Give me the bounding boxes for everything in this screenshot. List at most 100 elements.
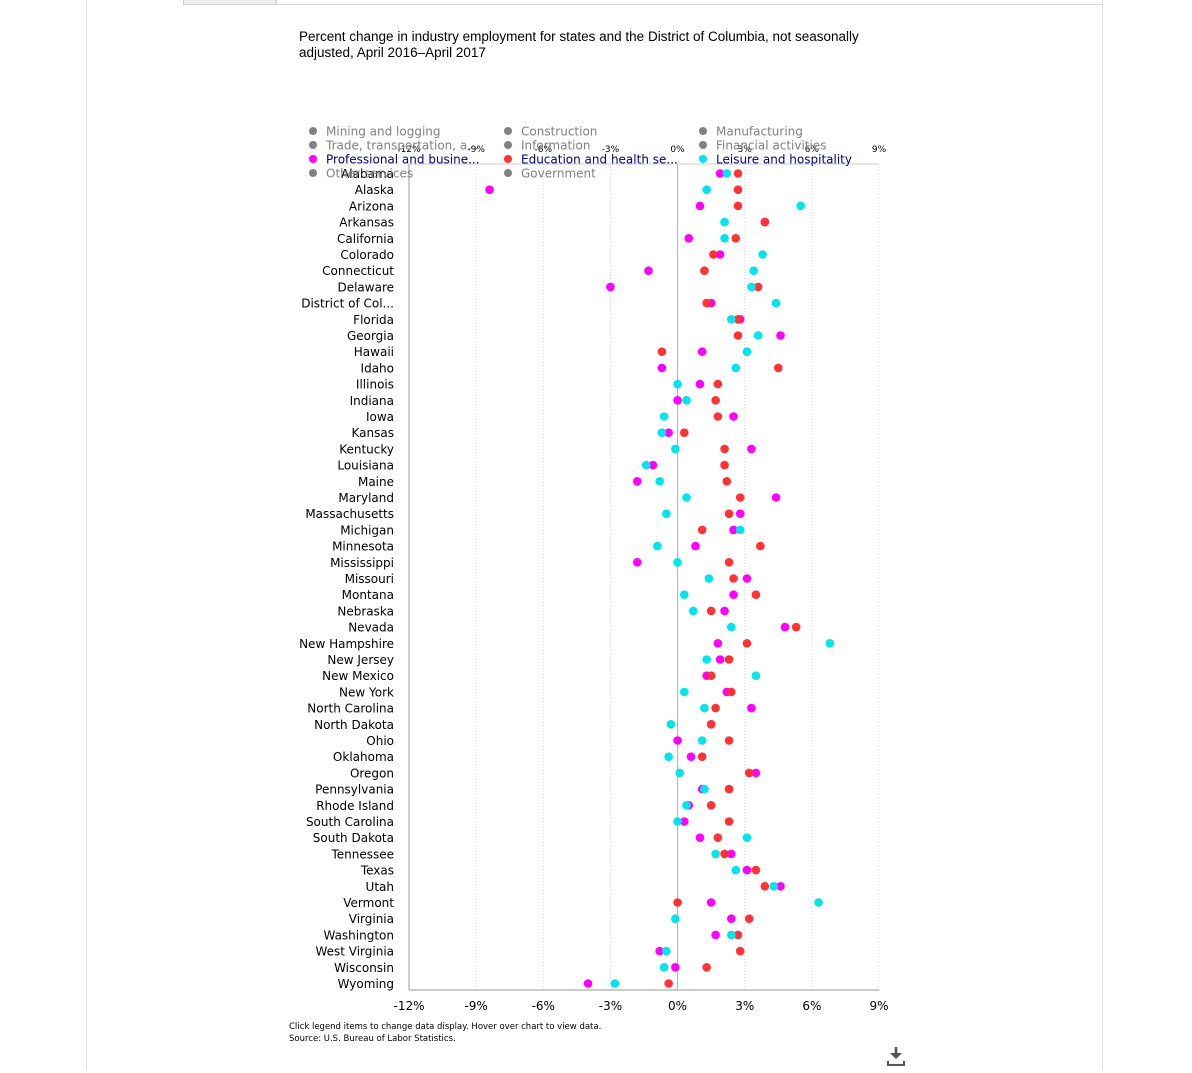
point-education-and-health-se-virginia[interactable]: Virginia: 3.2%: [744, 914, 754, 923]
point-education-and-health-se-massachusetts[interactable]: Massachusetts: 2.3%: [724, 509, 734, 518]
point-education-and-health-se-colorado[interactable]: Colorado: 1.6%: [709, 250, 718, 259]
point-leisure-and-hospitality-west-virginia[interactable]: West Virginia: -0.5%: [662, 946, 671, 956]
point-professional-and-busine-michigan[interactable]: Michigan: 2.5%: [729, 525, 738, 535]
point-education-and-health-se-oklahoma[interactable]: Oklahoma: 1.1%: [697, 752, 707, 761]
point-education-and-health-se-mississippi[interactable]: Mississippi: 2.3%: [724, 558, 734, 567]
legend-item-government[interactable]: Government: [504, 167, 596, 181]
point-education-and-health-se-louisiana[interactable]: Louisiana: 2.1%: [720, 460, 729, 470]
point-education-and-health-se-california[interactable]: California: 2.6%: [731, 234, 741, 243]
point-leisure-and-hospitality-ohio[interactable]: Ohio: 1.1%: [697, 736, 707, 745]
point-education-and-health-se-hawaii[interactable]: Hawaii: -0.7%: [657, 347, 667, 357]
point-leisure-and-hospitality-new-york[interactable]: New York: 0.3%: [679, 687, 689, 697]
point-professional-and-busine-virginia[interactable]: Virginia: 2.4%: [726, 914, 736, 923]
point-professional-and-busine-nevada[interactable]: Nevada: 4.8%: [780, 622, 790, 632]
point-professional-and-busine-oregon[interactable]: Oregon: 3.5%: [751, 768, 761, 778]
point-professional-and-busine-wyoming[interactable]: Wyoming: -4%: [583, 979, 593, 988]
point-education-and-health-se-minnesota[interactable]: Minnesota: 3.7%: [756, 541, 765, 551]
point-education-and-health-se-north-carolina[interactable]: North Carolina: 1.7%: [711, 703, 720, 713]
point-leisure-and-hospitality-alabama[interactable]: Alabama: 2.2%: [722, 169, 732, 178]
point-professional-and-busine-north-carolina[interactable]: North Carolina: 3.3%: [747, 703, 756, 713]
point-education-and-health-se-tennessee[interactable]: Tennessee: 2.1%: [720, 849, 729, 859]
point-professional-and-busine-montana[interactable]: Montana: 2.5%: [729, 590, 738, 599]
point-education-and-health-se-alabama[interactable]: Alabama: 2.7%: [733, 169, 743, 178]
point-education-and-health-se-new-hampshire[interactable]: New Hampshire: 3.1%: [742, 639, 752, 648]
point-leisure-and-hospitality-wyoming[interactable]: Wyoming: -2.8%: [610, 979, 620, 988]
point-professional-and-busine-nebraska[interactable]: Nebraska: 2.1%: [720, 606, 729, 616]
point-education-and-health-se-iowa[interactable]: Iowa: 1.8%: [713, 412, 723, 421]
point-education-and-health-se-florida[interactable]: Florida: 2.7%: [733, 315, 743, 324]
point-leisure-and-hospitality-pennsylvania[interactable]: Pennsylvania: 1.2%: [700, 784, 709, 794]
point-professional-and-busine-maryland[interactable]: Maryland: 4.4%: [771, 493, 781, 502]
point-leisure-and-hospitality-rhode-island[interactable]: Rhode Island: 0.4%: [682, 801, 691, 810]
point-leisure-and-hospitality-south-carolina[interactable]: South Carolina: 0%: [673, 817, 682, 826]
legend-item-education-and-health-se[interactable]: Education and health se...: [504, 153, 678, 167]
point-professional-and-busine-texas[interactable]: Texas: 3.1%: [742, 865, 752, 875]
point-leisure-and-hospitality-louisiana[interactable]: Louisiana: -1.4%: [641, 460, 651, 470]
point-education-and-health-se-arkansas[interactable]: Arkansas: 3.9%: [760, 217, 770, 227]
point-education-and-health-se-arizona[interactable]: Arizona: 2.7%: [733, 201, 743, 211]
point-education-and-health-se-rhode-island[interactable]: Rhode Island: 1.5%: [706, 801, 716, 810]
point-leisure-and-hospitality-south-dakota[interactable]: South Dakota: 3.1%: [742, 833, 752, 842]
point-education-and-health-se-south-carolina[interactable]: South Carolina: 2.3%: [724, 817, 734, 826]
point-professional-and-busine-iowa[interactable]: Iowa: 2.5%: [729, 412, 738, 421]
point-leisure-and-hospitality-alaska[interactable]: Alaska: 1.3%: [702, 185, 711, 194]
point-professional-and-busine-kentucky[interactable]: Kentucky: 3.3%: [747, 444, 756, 454]
point-leisure-and-hospitality-wisconsin[interactable]: Wisconsin: -0.6%: [659, 963, 669, 972]
point-professional-and-busine-massachusetts[interactable]: Massachusetts: 2.8%: [735, 509, 745, 518]
point-education-and-health-se-missouri[interactable]: Missouri: 2.5%: [729, 574, 738, 583]
point-professional-and-busine-west-virginia[interactable]: West Virginia: -0.8%: [655, 946, 664, 956]
point-leisure-and-hospitality-new-hampshire[interactable]: New Hampshire: 6.8%: [825, 639, 835, 648]
point-education-and-health-se-michigan[interactable]: Michigan: 1.1%: [697, 525, 707, 535]
point-leisure-and-hospitality-massachusetts[interactable]: Massachusetts: -0.5%: [662, 509, 671, 518]
point-professional-and-busine-alaska[interactable]: Alaska: -8.4%: [485, 185, 494, 194]
point-leisure-and-hospitality-kansas[interactable]: Kansas: -0.7%: [657, 428, 667, 438]
point-professional-and-busine-new-hampshire[interactable]: New Hampshire: 1.8%: [713, 639, 723, 648]
legend-item-information[interactable]: Information: [504, 139, 590, 153]
point-education-and-health-se-vermont[interactable]: Vermont: 0%: [673, 898, 682, 907]
point-professional-and-busine-connecticut[interactable]: Connecticut: -1.3%: [644, 266, 653, 276]
point-leisure-and-hospitality-idaho[interactable]: Idaho: 2.6%: [731, 363, 741, 373]
data-points[interactable]: Alabama: 1.9% Alaska: -8.4% Arizona: 1% Ark…: [485, 169, 835, 988]
point-education-and-health-se-wisconsin[interactable]: Wisconsin: 1.3%: [702, 963, 711, 972]
point-professional-and-busine-georgia[interactable]: Georgia: 4.6%: [776, 331, 785, 340]
point-leisure-and-hospitality-district-of-col[interactable]: District of Col...: 4.4%: [771, 298, 781, 308]
point-leisure-and-hospitality-north-dakota[interactable]: North Dakota: -0.3%: [666, 720, 676, 729]
point-leisure-and-hospitality-tennessee[interactable]: Tennessee: 1.7%: [711, 849, 720, 859]
point-leisure-and-hospitality-montana[interactable]: Montana: 0.3%: [679, 590, 689, 599]
point-professional-and-busine-louisiana[interactable]: Louisiana: -1.1%: [648, 460, 658, 470]
point-leisure-and-hospitality-connecticut[interactable]: Connecticut: 3.4%: [749, 266, 758, 276]
point-education-and-health-se-north-dakota[interactable]: North Dakota: 1.5%: [706, 720, 716, 729]
point-professional-and-busine-oklahoma[interactable]: Oklahoma: 0.6%: [686, 752, 696, 761]
legend-item-leisure-and-hospitality[interactable]: Leisure and hospitality: [699, 153, 852, 167]
point-leisure-and-hospitality-vermont[interactable]: Vermont: 6.3%: [814, 898, 823, 907]
point-leisure-and-hospitality-washington[interactable]: Washington: 2.4%: [726, 930, 736, 940]
point-education-and-health-se-nebraska[interactable]: Nebraska: 1.5%: [706, 606, 716, 616]
point-professional-and-busine-mississippi[interactable]: Mississippi: -1.8%: [632, 558, 642, 567]
point-leisure-and-hospitality-north-carolina[interactable]: North Carolina: 1.2%: [700, 703, 709, 713]
point-professional-and-busine-indiana[interactable]: Indiana: 0%: [673, 396, 682, 405]
point-education-and-health-se-maryland[interactable]: Maryland: 2.8%: [735, 493, 745, 502]
point-leisure-and-hospitality-colorado[interactable]: Colorado: 3.8%: [758, 250, 767, 259]
point-education-and-health-se-illinois[interactable]: Illinois: 1.8%: [713, 379, 723, 389]
point-education-and-health-se-district-of-col[interactable]: District of Col...: 1.3%: [702, 298, 711, 308]
point-professional-and-busine-alabama[interactable]: Alabama: 1.9%: [715, 169, 725, 178]
point-leisure-and-hospitality-illinois[interactable]: Illinois: 0%: [673, 379, 682, 389]
point-education-and-health-se-ohio[interactable]: Ohio: 2.3%: [724, 736, 734, 745]
point-leisure-and-hospitality-indiana[interactable]: Indiana: 0.4%: [682, 396, 691, 405]
point-leisure-and-hospitality-kentucky[interactable]: Kentucky: -0.1%: [671, 444, 680, 454]
point-professional-and-busine-washington[interactable]: Washington: 1.7%: [711, 930, 720, 940]
point-leisure-and-hospitality-utah[interactable]: Utah: 4.3%: [769, 882, 779, 891]
point-education-and-health-se-alaska[interactable]: Alaska: 2.7%: [733, 185, 743, 194]
point-leisure-and-hospitality-oklahoma[interactable]: Oklahoma: -0.4%: [664, 752, 673, 761]
point-education-and-health-se-nevada[interactable]: Nevada: 5.3%: [791, 622, 801, 632]
point-education-and-health-se-new-jersey[interactable]: New Jersey: 2.3%: [724, 655, 734, 664]
point-leisure-and-hospitality-texas[interactable]: Texas: 2.6%: [731, 865, 741, 875]
point-leisure-and-hospitality-delaware[interactable]: Delaware: 3.3%: [747, 282, 756, 292]
point-leisure-and-hospitality-iowa[interactable]: Iowa: -0.6%: [659, 412, 669, 421]
point-education-and-health-se-new-york[interactable]: New York: 2.4%: [726, 687, 736, 697]
point-education-and-health-se-utah[interactable]: Utah: 3.9%: [760, 882, 770, 891]
point-professional-and-busine-tennessee[interactable]: Tennessee: 2.4%: [726, 849, 736, 859]
point-leisure-and-hospitality-nevada[interactable]: Nevada: 2.4%: [726, 622, 736, 632]
point-professional-and-busine-minnesota[interactable]: Minnesota: 0.8%: [691, 541, 700, 551]
point-professional-and-busine-colorado[interactable]: Colorado: 1.9%: [715, 250, 725, 259]
